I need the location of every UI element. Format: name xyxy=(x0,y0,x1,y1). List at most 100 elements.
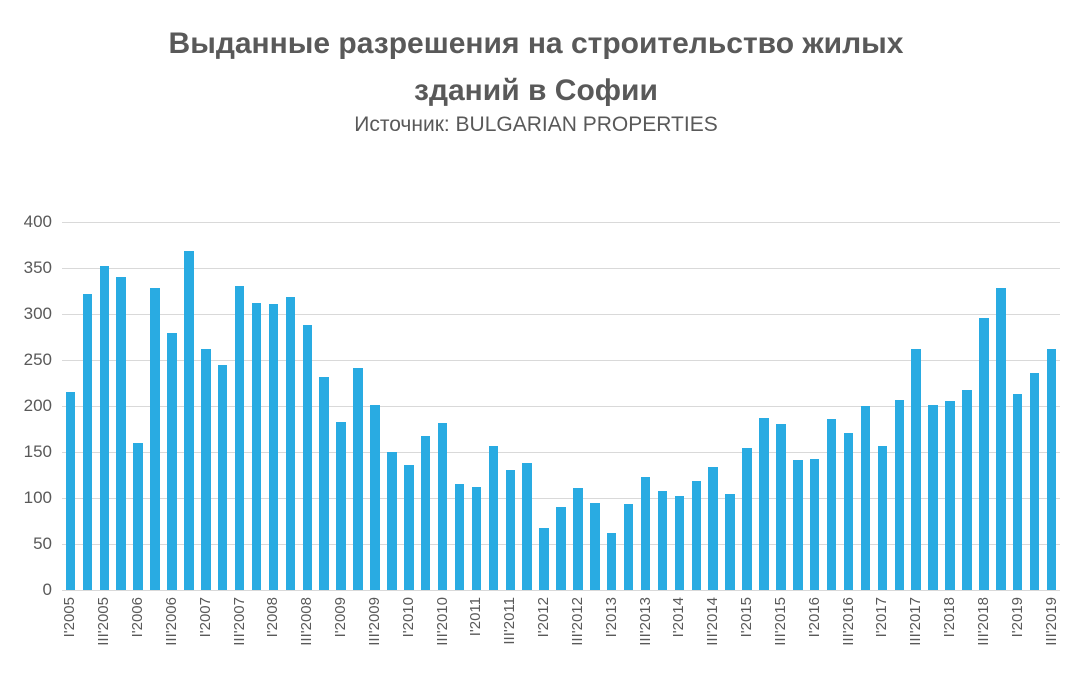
gridline xyxy=(62,590,1060,591)
bar xyxy=(928,405,938,590)
bar xyxy=(437,423,448,590)
bar xyxy=(539,528,549,590)
x-axis-tick-label: III'2014 xyxy=(704,597,722,646)
bar xyxy=(336,421,346,590)
y-axis-tick-label: 50 xyxy=(33,534,52,553)
bar xyxy=(1029,372,1040,590)
x-axis-tick-label: I'2012 xyxy=(535,597,553,638)
bar xyxy=(877,445,888,590)
bar xyxy=(556,507,566,590)
bar xyxy=(387,452,397,590)
chart-title-line1: Выданные разрешения на строительство жил… xyxy=(168,27,904,60)
x-axis-tick-label: I'2010 xyxy=(399,597,417,638)
bar xyxy=(826,418,837,590)
bar xyxy=(454,484,465,590)
bar xyxy=(268,303,279,590)
x-axis-tick-label: III'2009 xyxy=(365,597,383,646)
y-axis-tick-label: 150 xyxy=(23,442,52,461)
y-axis-tick-label: 100 xyxy=(23,488,52,507)
y-axis-tick-label: 0 xyxy=(42,580,52,599)
bar xyxy=(505,470,515,590)
y-axis-tick-label: 200 xyxy=(23,396,52,415)
x-axis-tick-label: I'2008 xyxy=(264,597,282,638)
x-axis-tick-label: III'2019 xyxy=(1042,597,1060,646)
gridline xyxy=(62,222,1060,223)
bar xyxy=(150,288,160,590)
bar xyxy=(809,459,820,590)
bar xyxy=(370,405,380,590)
x-axis-tick-label: I'2018 xyxy=(941,597,959,638)
bar xyxy=(894,399,905,590)
bar xyxy=(674,496,685,590)
gridline xyxy=(62,268,1060,269)
x-axis-tick-label: I'2011 xyxy=(467,597,485,637)
bar xyxy=(420,436,431,590)
bar xyxy=(471,486,482,590)
x-axis-tick-label: III'2013 xyxy=(636,597,654,646)
bar xyxy=(285,296,296,590)
bar xyxy=(404,464,414,590)
gridline xyxy=(62,314,1060,315)
gridline xyxy=(62,452,1060,453)
bar xyxy=(201,348,211,590)
x-axis-tick-label: I'2007 xyxy=(196,597,214,638)
y-axis-tick-label: 350 xyxy=(23,258,52,277)
bar xyxy=(623,504,634,590)
x-axis-tick-label: III'2008 xyxy=(298,597,316,646)
y-axis: 0 50 100 150 200 250 300 350 400 xyxy=(0,212,52,599)
bar xyxy=(776,424,786,590)
x-axis-tick-label: I'2006 xyxy=(129,597,147,638)
x-axis-tick-label: III'2017 xyxy=(907,597,925,646)
x-axis-tick-label: III'2012 xyxy=(568,597,586,646)
plot-area xyxy=(62,222,1060,591)
bar xyxy=(99,266,110,590)
gridline xyxy=(62,498,1060,499)
bar xyxy=(860,406,871,590)
bar xyxy=(979,317,989,590)
bar xyxy=(167,333,177,590)
bar xyxy=(116,277,126,590)
x-axis-tick-label: III'2010 xyxy=(433,597,451,646)
x-axis-tick-label: I'2017 xyxy=(873,597,891,638)
x-axis-tick-label: I'2016 xyxy=(805,597,823,638)
bar xyxy=(353,368,363,590)
bar xyxy=(82,293,93,590)
bar xyxy=(302,325,313,590)
bar xyxy=(65,392,76,590)
bar xyxy=(488,445,499,590)
gridline xyxy=(62,406,1060,407)
bar xyxy=(133,442,143,590)
bar xyxy=(590,502,600,590)
bar xyxy=(522,463,532,590)
x-axis-tick-label: I'2015 xyxy=(738,597,756,638)
bar xyxy=(234,286,245,590)
x-axis-tick-label: III'2015 xyxy=(771,597,789,646)
bar xyxy=(945,401,955,590)
bar xyxy=(725,494,735,590)
bar xyxy=(962,390,972,590)
x-axis-tick-label: III'2007 xyxy=(230,597,248,646)
x-axis-tick-label: I'2005 xyxy=(61,597,79,638)
bar xyxy=(708,466,718,590)
x-axis-tick-label: I'2019 xyxy=(1008,597,1026,638)
bar xyxy=(742,448,752,590)
x-axis-tick-label: I'2014 xyxy=(670,597,688,638)
bar xyxy=(251,302,262,590)
chart-title: Выданные разрешения на строительство жил… xyxy=(0,20,1072,114)
bar xyxy=(657,490,668,590)
bar xyxy=(606,532,617,590)
bar xyxy=(691,481,702,590)
x-axis-tick-label: III'2005 xyxy=(95,597,113,646)
bar xyxy=(996,288,1006,590)
gridline xyxy=(62,360,1060,361)
bar xyxy=(843,432,854,590)
x-axis: I'2005 III'2005 I'2006 III'2006 I'2007 III'20… xyxy=(61,591,1060,695)
bar xyxy=(319,376,329,590)
bar xyxy=(217,364,228,590)
x-axis-tick-label: III'2006 xyxy=(162,597,180,646)
bar xyxy=(640,476,651,590)
y-axis-tick-label: 250 xyxy=(23,350,52,369)
bar xyxy=(793,460,803,590)
bar xyxy=(911,348,921,590)
